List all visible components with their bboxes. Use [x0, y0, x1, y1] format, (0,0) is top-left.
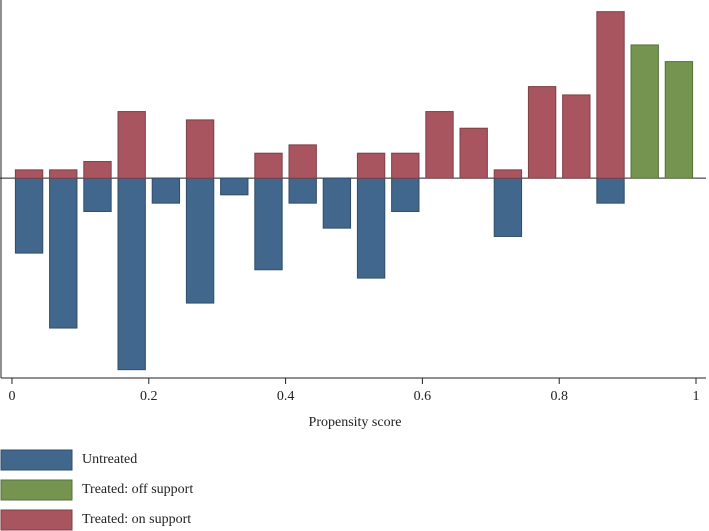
bar [596, 11, 625, 179]
legend-label: Treated: on support [82, 512, 191, 527]
bar [254, 177, 283, 271]
bar [14, 177, 44, 254]
bar [254, 152, 283, 179]
bar [356, 177, 386, 279]
bar [356, 152, 386, 179]
bar [14, 169, 44, 179]
bar [49, 177, 78, 329]
x-tick-label: 0.8 [550, 389, 568, 404]
bar [493, 169, 523, 179]
bar [49, 169, 78, 179]
bar [185, 119, 215, 179]
legend-label: Treated: off support [82, 482, 193, 497]
bar [527, 86, 557, 179]
bar [630, 44, 659, 179]
bar [220, 177, 249, 196]
bar [288, 177, 317, 204]
bar [391, 177, 420, 212]
bar [288, 144, 317, 179]
bar [151, 177, 181, 204]
bar [83, 177, 112, 212]
x-tick-label: 0.6 [414, 389, 432, 404]
bar [117, 177, 146, 371]
legend-label: Untreated [82, 452, 137, 467]
x-tick-label: 0.2 [140, 389, 158, 404]
x-tick-label: 1 [693, 389, 700, 404]
bar [117, 111, 146, 179]
bar [391, 152, 420, 179]
bar [459, 127, 488, 179]
bar [185, 177, 215, 304]
bar [493, 177, 523, 237]
bar [596, 177, 625, 204]
bar [83, 161, 112, 179]
legend-swatch [0, 479, 73, 501]
bar [562, 94, 591, 179]
x-tick-label: 0.4 [277, 389, 295, 404]
legend-swatch [0, 509, 73, 531]
bar [664, 61, 694, 179]
legend-swatch [0, 449, 73, 471]
x-tick-label: 0 [8, 389, 15, 404]
bar [322, 177, 352, 229]
x-axis-label: Propensity score [309, 415, 402, 430]
bar [425, 111, 454, 179]
